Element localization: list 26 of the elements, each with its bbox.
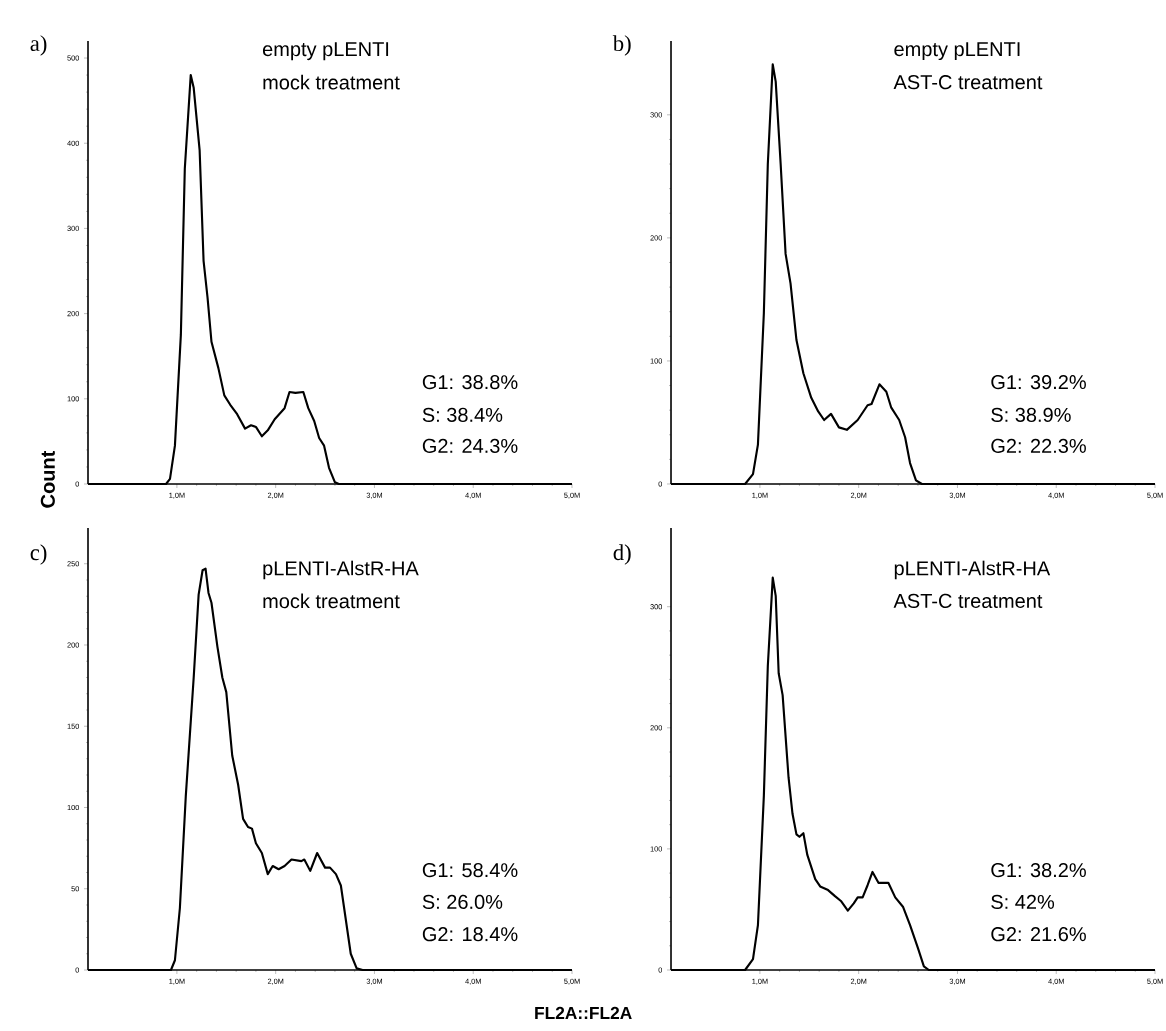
- annotation: S: 38.4%: [422, 407, 503, 422]
- annotation: G1: 39.2%: [991, 375, 1086, 390]
- annotation: S: 42%: [991, 894, 1055, 909]
- text: b): [612, 35, 631, 56]
- text: pLENTI-AlstR-HA: [263, 560, 419, 580]
- annotation: G2: 21.6%: [991, 927, 1086, 942]
- x-axis-title: FL2A::FL2A: [535, 1006, 632, 1019]
- text: AST-C treatment: [893, 593, 1043, 608]
- text: pLENTI-AlstR-HA: [894, 560, 1051, 580]
- annotation: G1: 58.4%: [422, 863, 518, 878]
- chart-title: empty pLENTI: [894, 42, 1020, 61]
- annotation: G2: 22.3%: [991, 438, 1086, 453]
- text: mock treatment: [263, 593, 400, 609]
- text: AST-C treatment: [893, 75, 1043, 90]
- annotation: G1: 38.8%: [422, 375, 518, 390]
- text: c): [30, 544, 47, 565]
- annotation: G2: 24.3%: [422, 438, 518, 453]
- chart-title: empty pLENTI: [262, 42, 389, 61]
- annotation: G2: 18.4%: [422, 927, 518, 942]
- annotation: S: 38.9%: [991, 407, 1071, 422]
- text: d): [613, 544, 631, 565]
- text: mock treatment: [263, 74, 400, 90]
- text: a): [30, 35, 47, 56]
- annotation: S: 26.0%: [422, 894, 503, 909]
- annotation: G1: 38.2%: [991, 863, 1086, 878]
- y-axis-title: Count: [40, 450, 55, 508]
